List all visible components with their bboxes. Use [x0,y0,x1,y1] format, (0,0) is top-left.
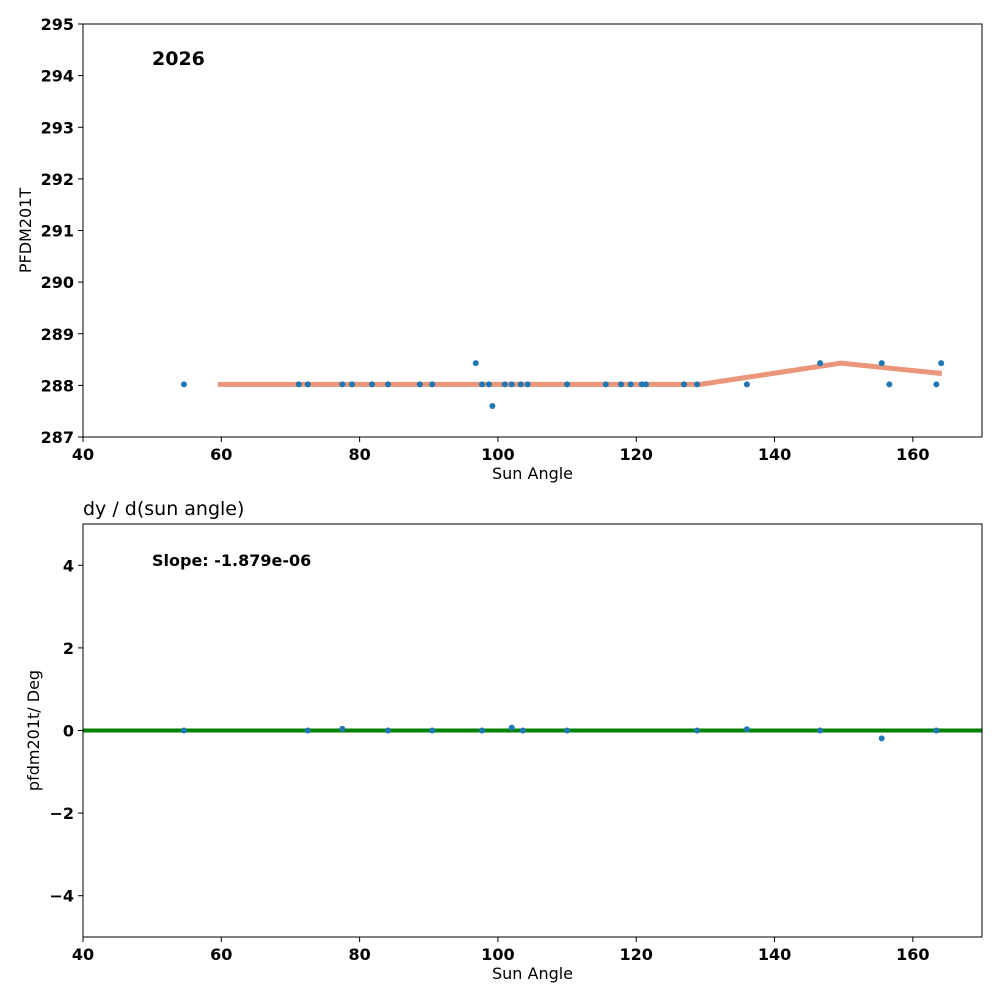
data-point [339,381,346,388]
data-point [878,360,885,367]
data-point [638,381,645,388]
y-tick-label: 292 [41,170,74,189]
data-point [295,381,302,388]
data-point [878,735,885,742]
data-point [564,727,571,734]
chart-title: dy / d(sun angle) [83,498,244,520]
data-point [416,381,423,388]
y-tick-label: 290 [41,273,74,292]
data-point [694,727,701,734]
axes-frame [82,23,983,438]
data-point [933,727,940,734]
x-tick-label: 80 [348,445,370,464]
annotation: Slope: -1.879e-06 [152,551,311,570]
x-tick-label: 80 [348,945,370,964]
data-point [304,381,311,388]
data-point [938,360,945,367]
x-tick-label: 60 [210,445,232,464]
data-point [384,381,391,388]
data-point [429,727,436,734]
data-point [524,381,531,388]
x-tick-label: 160 [896,445,929,464]
y-tick-label: 287 [41,428,74,447]
data-point [180,727,187,734]
y-tick-label: 295 [41,15,74,34]
data-point [485,381,492,388]
data-point [602,381,609,388]
data-point [489,403,496,410]
data-point [508,724,515,731]
y-tick-label: −2 [49,804,74,823]
x-tick-label: 160 [896,945,929,964]
data-point [817,360,824,367]
x-tick-label: 120 [620,445,653,464]
data-point [517,381,524,388]
data-point [180,381,187,388]
data-point [618,381,625,388]
data-point [339,725,346,732]
y-tick-label: 289 [41,325,74,344]
data-point [680,381,687,388]
y-axis-label: pfdm201t/ Deg [24,670,43,791]
data-point [479,727,486,734]
x-tick-label: 140 [758,445,791,464]
data-point [886,381,893,388]
data-point [304,727,311,734]
y-tick-label: −4 [49,887,74,906]
x-tick-label: 100 [481,445,514,464]
x-tick-label: 140 [758,945,791,964]
data-point [479,381,486,388]
y-tick-label: 0 [63,722,74,741]
data-point [694,381,701,388]
data-point [519,727,526,734]
y-tick-label: 2 [63,639,74,658]
x-axis-label: Sun Angle [492,964,573,983]
x-tick-label: 120 [620,945,653,964]
data-point [384,727,391,734]
data-point [817,727,824,734]
data-point [508,381,515,388]
data-point [501,381,508,388]
y-tick-label: 4 [63,556,74,575]
x-axis-label: Sun Angle [492,464,573,483]
y-tick-label: 288 [41,376,74,395]
y-axis-label: PFDM201T [16,188,35,274]
data-point [627,381,634,388]
data-point [933,381,940,388]
x-tick-label: 40 [72,945,94,964]
annotation: 2026 [152,48,205,70]
x-tick-label: 60 [210,945,232,964]
subplot-2: 40 60 80 100 120 140 160 −4 −2 0 2 4 Sun Angle pfdm20… [24,498,983,983]
data-point [642,381,649,388]
y-tick-label: 291 [41,222,74,241]
data-point [743,381,750,388]
data-point [369,381,376,388]
fit-line [217,360,943,387]
subplot-1: 40 60 80 100 120 140 160 287 288 289 290 291 292 293 2… [16,15,983,483]
data-point [349,381,356,388]
x-tick-label: 40 [72,445,94,464]
data-point [429,381,436,388]
y-tick-label: 293 [41,118,74,137]
x-tick-label: 100 [481,945,514,964]
data-point [743,726,750,733]
data-point [564,381,571,388]
data-point [472,360,479,367]
y-tick-label: 294 [41,67,74,86]
